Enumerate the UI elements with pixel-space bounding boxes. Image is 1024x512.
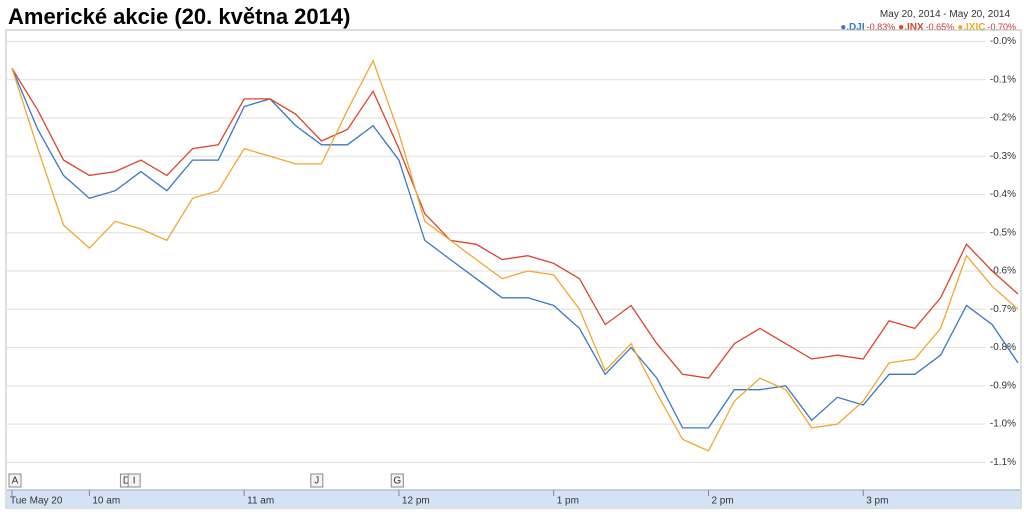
x-tick-label: 11 am (247, 496, 274, 507)
annotation-flag (390, 473, 404, 488)
y-tick-label: -0.6% (990, 266, 1016, 277)
annotation-flag (310, 473, 324, 488)
legend-marker: ● (898, 22, 905, 33)
legend-name: .IXIC (963, 22, 986, 33)
annotation-flag (127, 473, 141, 488)
x-tick-label: 2 pm (711, 496, 733, 507)
x-tick-label: 1 pm (557, 496, 579, 507)
y-tick-label: -0.2% (990, 113, 1016, 124)
y-tick-label: -0.3% (990, 151, 1016, 162)
y-tick-label: -0.5% (990, 227, 1016, 238)
y-tick-label: -0.9% (990, 380, 1016, 391)
legend-item: ●.IXIC -0.70% (957, 22, 1016, 33)
y-tick-label: -0.7% (990, 304, 1016, 315)
series-line (11, 67, 1019, 379)
x-tick-label: 3 pm (866, 496, 888, 507)
legend-marker: ● (840, 22, 847, 33)
legend-marker: ● (957, 22, 964, 33)
chart-title: Americké akcie (20. května 2014) (8, 4, 351, 29)
annotation-flag (8, 473, 22, 488)
x-axis-band (7, 490, 1020, 508)
legend-change: -0.83% (866, 22, 896, 32)
y-tick-label: -0.1% (990, 74, 1016, 85)
legend-change: -0.65% (925, 22, 955, 32)
y-tick-label: -0.0% (990, 36, 1016, 47)
x-tick-label: Tue May 20 (10, 496, 63, 507)
annotation-label: A (12, 476, 19, 487)
annotation-label: J (314, 476, 319, 487)
y-tick-label: -1.1% (990, 457, 1016, 468)
legend-name: .DJI (846, 22, 865, 33)
series-line (11, 58, 1019, 452)
legend-change: -0.70% (987, 22, 1016, 32)
date-range: May 20, 2014 - May 20, 2014 (879, 9, 1010, 20)
annotation-label: G (393, 476, 401, 487)
annotation-label: D (123, 476, 130, 487)
annotation-label: I (133, 476, 136, 487)
y-tick-label: -0.8% (990, 342, 1016, 353)
x-tick-label: 10 am (92, 496, 120, 507)
series-line (11, 68, 1019, 429)
legend-name: .INX (904, 22, 924, 33)
legend: ●.DJI -0.83% ●.INX -0.65% ●.IXIC -0.70% (837, 22, 1016, 33)
y-tick-label: -1.0% (990, 419, 1016, 430)
y-tick-label: -0.4% (990, 189, 1016, 200)
legend-item: ●.DJI -0.83% (840, 22, 895, 33)
plot-frame (5, 29, 1022, 509)
legend-item: ●.INX -0.65% (898, 22, 954, 33)
x-tick-label: 12 pm (402, 496, 430, 507)
